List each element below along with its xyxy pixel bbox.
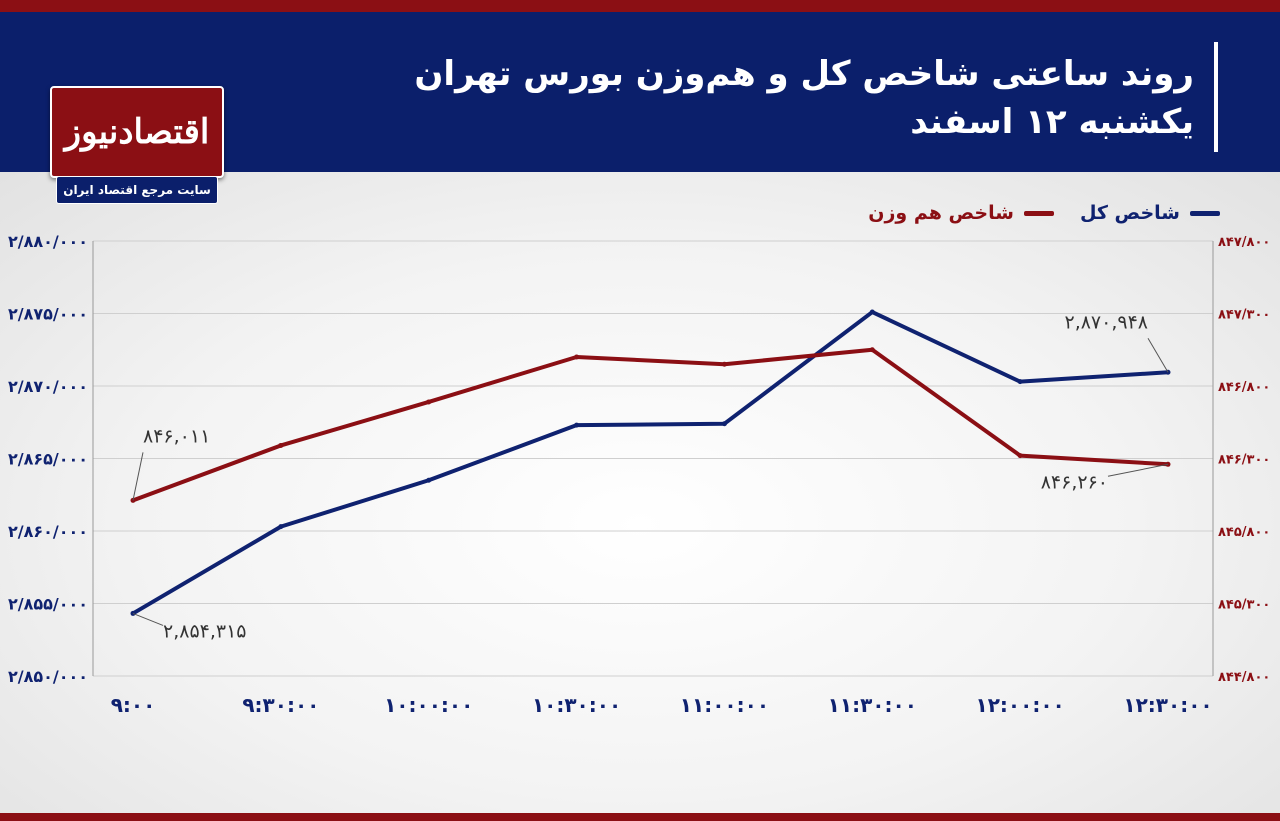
title-divider	[1214, 42, 1218, 152]
annotation-leader	[132, 452, 144, 501]
data-point	[721, 421, 727, 427]
y-right-tick-label: ۸۴۷/۳۰۰	[1218, 308, 1270, 323]
annotation-leader	[1147, 338, 1169, 373]
y-left-tick-label: ۲/۸۵۵/۰۰۰	[8, 595, 88, 614]
legend-label-equal: شاخص هم وزن	[868, 202, 1014, 224]
x-tick-label: ۱۰:۰۰:۰۰	[384, 693, 473, 717]
legend-item-total: شاخص کل	[1080, 202, 1220, 224]
top-accent-stripe	[0, 0, 1280, 12]
logo-box: اقتصادنیوز	[50, 86, 224, 178]
title-block: روند ساعتی شاخص کل و هم‌وزن بورس تهران ی…	[414, 50, 1194, 146]
data-label: ۲,۸۷۰,۹۴۸	[1064, 311, 1148, 333]
x-tick-label: ۱۱:۳۰:۰۰	[828, 693, 917, 717]
y-right-tick-label: ۸۴۵/۳۰۰	[1218, 598, 1270, 613]
x-tick-label: ۱۰:۳۰:۰۰	[532, 693, 621, 717]
y-left-tick-label: ۲/۸۵۰/۰۰۰	[8, 667, 88, 686]
chart-legend: شاخص کل شاخص هم وزن	[868, 202, 1220, 224]
data-point	[278, 442, 284, 448]
series-line-total	[131, 310, 1170, 616]
chart-background	[0, 172, 1280, 813]
y-right-tick-label: ۸۴۶/۸۰۰	[1218, 380, 1270, 395]
annotation-leader	[132, 612, 164, 626]
y-right-tick-label: ۸۴۵/۸۰۰	[1218, 525, 1270, 540]
legend-label-total: شاخص کل	[1079, 202, 1180, 224]
data-point	[869, 309, 875, 315]
y-left-tick-label: ۲/۸۸۰/۰۰۰	[8, 232, 88, 251]
logo-text: اقتصادنیوز	[64, 112, 210, 152]
data-point	[574, 422, 580, 428]
x-tick-label: ۹:۳۰:۰۰	[242, 693, 319, 717]
data-point	[1017, 453, 1023, 459]
data-point	[574, 354, 580, 360]
y-left-tick-label: ۲/۸۷۰/۰۰۰	[8, 377, 88, 396]
logo-tagline: سایت مرجع اقتصاد ایران	[56, 176, 218, 204]
bottom-accent-stripe	[0, 813, 1280, 821]
y-left-tick-label: ۲/۸۶۵/۰۰۰	[8, 450, 88, 469]
logo: اقتصادنیوز سایت مرجع اقتصاد ایران	[50, 86, 224, 204]
legend-swatch-equal	[1023, 210, 1054, 216]
legend-swatch-total	[1190, 210, 1220, 216]
x-tick-label: ۱۲:۳۰:۰۰	[1123, 693, 1212, 717]
y-right-tick-label: ۸۴۴/۸۰۰	[1218, 670, 1270, 685]
y-right-tick-label: ۸۴۷/۸۰۰	[1218, 235, 1270, 250]
data-label: ۸۴۶,۲۶۰	[1041, 471, 1108, 493]
series-line-equal	[131, 347, 1170, 503]
data-point	[278, 524, 284, 530]
data-point	[721, 361, 727, 367]
data-point	[1017, 379, 1023, 385]
data-label: ۲,۸۵۴,۳۱۵	[163, 620, 247, 642]
legend-item-equal: شاخص هم وزن	[868, 202, 1054, 224]
x-tick-label: ۱۲:۰۰:۰۰	[976, 693, 1065, 717]
y-left-tick-label: ۲/۸۷۵/۰۰۰	[8, 305, 88, 324]
data-point	[426, 477, 432, 483]
page-subtitle: یکشنبه ۱۲ اسفند	[910, 102, 1194, 142]
data-label: ۸۴۶,۰۱۱	[143, 425, 210, 447]
page-title: روند ساعتی شاخص کل و هم‌وزن بورس تهران	[414, 54, 1194, 94]
annotation-leader	[1107, 463, 1169, 477]
data-point	[426, 399, 432, 405]
y-left-tick-label: ۲/۸۶۰/۰۰۰	[8, 522, 88, 541]
x-tick-label: ۹:۰۰	[111, 693, 156, 717]
y-right-tick-label: ۸۴۶/۳۰۰	[1218, 453, 1270, 468]
x-tick-label: ۱۱:۰۰:۰۰	[680, 693, 769, 717]
data-point	[869, 347, 875, 353]
